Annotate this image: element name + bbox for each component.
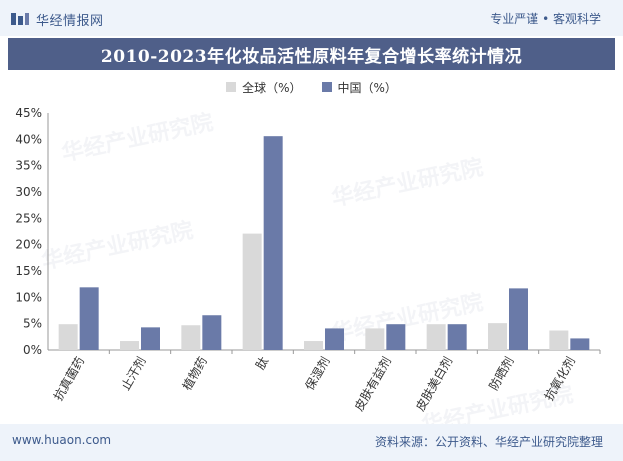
bar-china <box>79 287 99 350</box>
x-tick-label: 皮肤美白剂 <box>412 354 455 413</box>
bar-china <box>263 136 283 350</box>
x-tick-label: 抗氧化剂 <box>541 354 578 403</box>
bar-global <box>120 341 139 350</box>
y-tick-label: 15% <box>15 264 42 278</box>
x-tick-label: 皮肤有益剂 <box>351 354 394 413</box>
brand[interactable]: 华经情报网 <box>10 10 104 29</box>
title-bar: 2010-2023年化妆品活性原料年复合增长率统计情况 <box>8 38 615 70</box>
bar-china <box>447 324 467 350</box>
bar-china <box>570 338 590 350</box>
bar-chart: 0% 5% 10% 15% 20% 25% 30% 35% 40% 45% 抗真菌药 止汗剂 植物药 肽 保… <box>15 106 601 413</box>
chart-legend: 全球（%） 中国（%） <box>0 78 623 96</box>
x-tick-label: 防晒剂 <box>486 354 517 393</box>
x-tick-label: 抗真菌药 <box>50 354 87 403</box>
legend-label-global: 全球（%） <box>242 80 302 95</box>
bar-china <box>141 327 160 350</box>
y-tick-label: 45% <box>15 106 42 120</box>
site-url[interactable]: www.huaon.com <box>12 433 112 447</box>
legend-swatch-global <box>226 82 237 92</box>
bar-global <box>549 330 569 350</box>
bar-china <box>325 328 344 350</box>
bar-china <box>509 288 528 350</box>
y-tick-label: 25% <box>15 211 42 225</box>
y-tick-label: 30% <box>15 185 42 199</box>
y-tick-label: 0% <box>23 343 42 357</box>
y-tick-label: 40% <box>15 132 42 146</box>
brand-logo-icon <box>11 13 29 25</box>
y-tick-label: 10% <box>15 290 42 304</box>
bar-global <box>488 323 507 350</box>
legend-label-china: 中国（%） <box>337 80 397 95</box>
y-tick-label: 5% <box>23 317 42 331</box>
x-tick-label: 保湿剂 <box>302 354 333 393</box>
brand-name: 华经情报网 <box>36 13 104 29</box>
y-tick-label: 35% <box>15 159 42 173</box>
bar-china <box>386 324 406 350</box>
legend-item-china: 中国（%） <box>321 79 397 96</box>
bar-china <box>202 315 222 350</box>
bar-global <box>365 328 385 350</box>
legend-item-global: 全球（%） <box>226 79 302 96</box>
footer-bar: www.huaon.com 资料来源：公开资料、华经产业研究院整理 <box>0 424 623 461</box>
y-tick-label: 20% <box>15 238 42 252</box>
chart-title: 2010-2023年化妆品活性原料年复合增长率统计情况 <box>100 46 523 67</box>
bar-global <box>426 324 446 350</box>
bar-global <box>181 325 201 350</box>
x-tick-label: 植物药 <box>179 354 210 393</box>
bar-global <box>304 341 323 350</box>
x-tick-label: 止汗剂 <box>118 354 149 393</box>
slogan: 专业严谨 • 客观科学 <box>490 12 601 26</box>
header-bar: 华经情报网 专业严谨 • 客观科学 <box>0 0 623 36</box>
x-tick-label: 肽 <box>252 354 271 372</box>
bar-global <box>58 324 78 350</box>
legend-swatch-china <box>321 82 332 92</box>
bar-global <box>242 233 262 350</box>
data-source: 资料来源：公开资料、华经产业研究院整理 <box>374 435 603 449</box>
